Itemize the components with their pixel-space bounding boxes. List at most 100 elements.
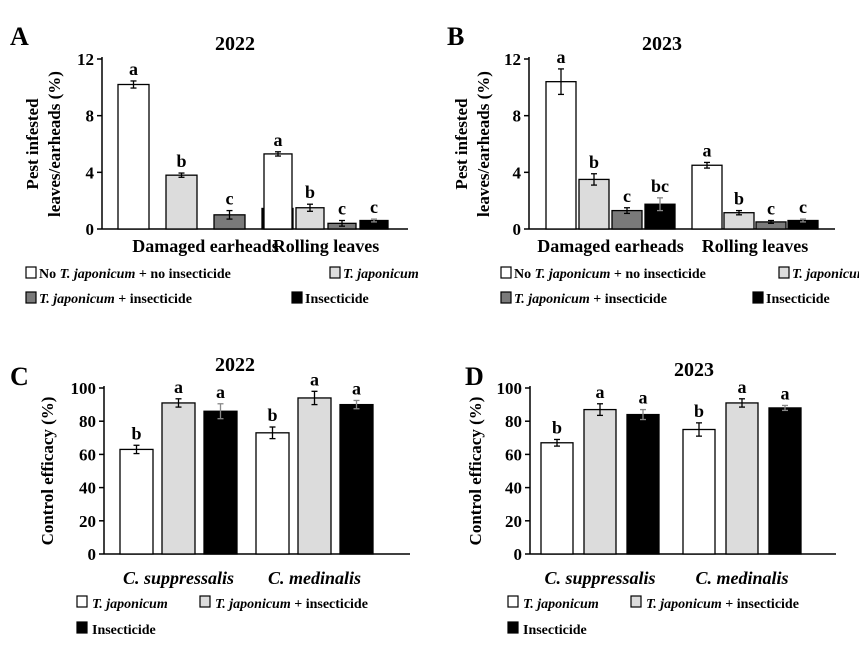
significance-letter: a [352, 378, 361, 398]
legend-label: T. japonicum [92, 597, 168, 612]
panel-letter: A [10, 22, 29, 51]
legend-label: Insecticide [92, 623, 156, 638]
y-tick-label: 60 [505, 445, 522, 464]
legend-label: T. japonicum + insecticide [514, 292, 667, 307]
category-label: Rolling leaves [702, 236, 809, 256]
y-tick-label: 80 [79, 412, 96, 431]
legend-label: No T. japonicum + no insecticide [514, 267, 706, 282]
legend-label: Insecticide [305, 292, 369, 307]
panel-d: D 2023 Control efficacy (%) 0 20 40 60 80 100 b a a… [465, 359, 836, 638]
bar [165, 174, 198, 230]
y-axis-label: leaves/earheads (%) [45, 71, 64, 217]
legend-swatch [500, 291, 512, 304]
bar [768, 407, 802, 555]
panel-title: 2023 [642, 33, 682, 55]
panel-title: 2022 [215, 33, 255, 55]
significance-letter: b [552, 417, 562, 437]
panel-b: B 2023 Pest infested leaves/earheads (%) 0 4 8… [447, 22, 859, 307]
significance-letter: b [694, 401, 704, 421]
y-tick-label: 0 [513, 220, 522, 239]
y-tick-label: 12 [77, 50, 94, 69]
legend-label: T. japonicum + insecticide [39, 292, 192, 307]
bar [682, 428, 716, 555]
y-tick-label: 12 [504, 50, 521, 69]
bar [255, 432, 290, 555]
legend-label: Insecticide [766, 292, 830, 307]
legend-swatch [25, 266, 37, 279]
legend-swatch [507, 595, 519, 608]
y-tick-label: 4 [513, 163, 522, 182]
significance-letter: b [131, 423, 141, 443]
y-tick-label: 40 [79, 479, 96, 498]
bar [578, 178, 610, 230]
panel-c: C 2022 Control efficacy (%) 0 20 40 60 80 100 b a a… [10, 354, 410, 638]
significance-letter: c [623, 186, 631, 206]
bar [545, 81, 577, 230]
significance-letter: a [216, 382, 225, 402]
bar [297, 397, 332, 555]
y-tick-label: 4 [86, 163, 95, 182]
bar [119, 448, 154, 555]
y-tick-label: 80 [505, 412, 522, 431]
y-tick-label: 20 [79, 512, 96, 531]
y-tick-label: 60 [79, 445, 96, 464]
legend-label: T. japonicum [343, 267, 419, 282]
panel-a: A 2022 Pest infested leaves/earheads (%) 0 4 8… [10, 22, 419, 307]
legend-swatch [76, 621, 88, 634]
bar [583, 408, 617, 555]
significance-letter: a [174, 377, 183, 397]
y-axis-label: Control efficacy (%) [38, 397, 57, 546]
legend-label: No T. japonicum + no insecticide [39, 267, 231, 282]
y-axis-label: Pest infested [452, 98, 471, 190]
significance-letter: c [226, 189, 234, 209]
significance-letter: a [274, 130, 283, 150]
y-tick-label: 0 [88, 545, 97, 564]
legend-swatch [507, 621, 519, 634]
category-label: C. medinalis [268, 568, 361, 588]
legend-label: T. japonicum + insecticide [215, 597, 368, 612]
legend-swatch [25, 291, 37, 304]
legend-swatch [752, 291, 764, 304]
significance-letter: a [703, 140, 712, 160]
significance-letter: c [338, 199, 346, 219]
significance-letter: b [267, 405, 277, 425]
category-label: Damaged earheads [537, 236, 684, 256]
significance-letter: a [639, 388, 648, 408]
significance-letter: a [596, 382, 605, 402]
bar [161, 402, 196, 555]
legend-label: T. japonicum [792, 267, 859, 282]
category-label: Rolling leaves [273, 236, 380, 256]
panel-letter: B [447, 22, 464, 51]
legend-swatch [76, 595, 88, 608]
significance-letter: a [781, 383, 790, 403]
significance-letter: b [589, 152, 599, 172]
legend-swatch [778, 266, 790, 279]
legend-swatch [199, 595, 211, 608]
y-tick-label: 0 [86, 220, 95, 239]
significance-letter: a [738, 377, 747, 397]
y-axis-label: leaves/earheads (%) [474, 71, 493, 217]
y-tick-label: 0 [514, 545, 523, 564]
panel-title: 2023 [674, 359, 714, 381]
significance-letter: c [767, 199, 775, 219]
significance-letter: a [557, 47, 566, 67]
category-label: C. suppressalis [544, 568, 655, 588]
significance-letter: b [305, 182, 315, 202]
bar [203, 410, 238, 555]
category-label: C. medinalis [695, 568, 788, 588]
bar [725, 402, 759, 555]
significance-letter: b [734, 189, 744, 209]
bar [263, 153, 293, 230]
bar [691, 164, 723, 230]
bar [626, 413, 660, 555]
y-tick-label: 8 [513, 107, 522, 126]
significance-letter: bc [651, 176, 669, 196]
category-label: C. suppressalis [123, 568, 234, 588]
y-tick-label: 100 [497, 379, 523, 398]
significance-letter: a [129, 59, 138, 79]
legend-label: Insecticide [523, 623, 587, 638]
category-label: Damaged earheads [132, 236, 279, 256]
significance-letter: c [799, 197, 807, 217]
panel-letter: D [465, 362, 484, 391]
